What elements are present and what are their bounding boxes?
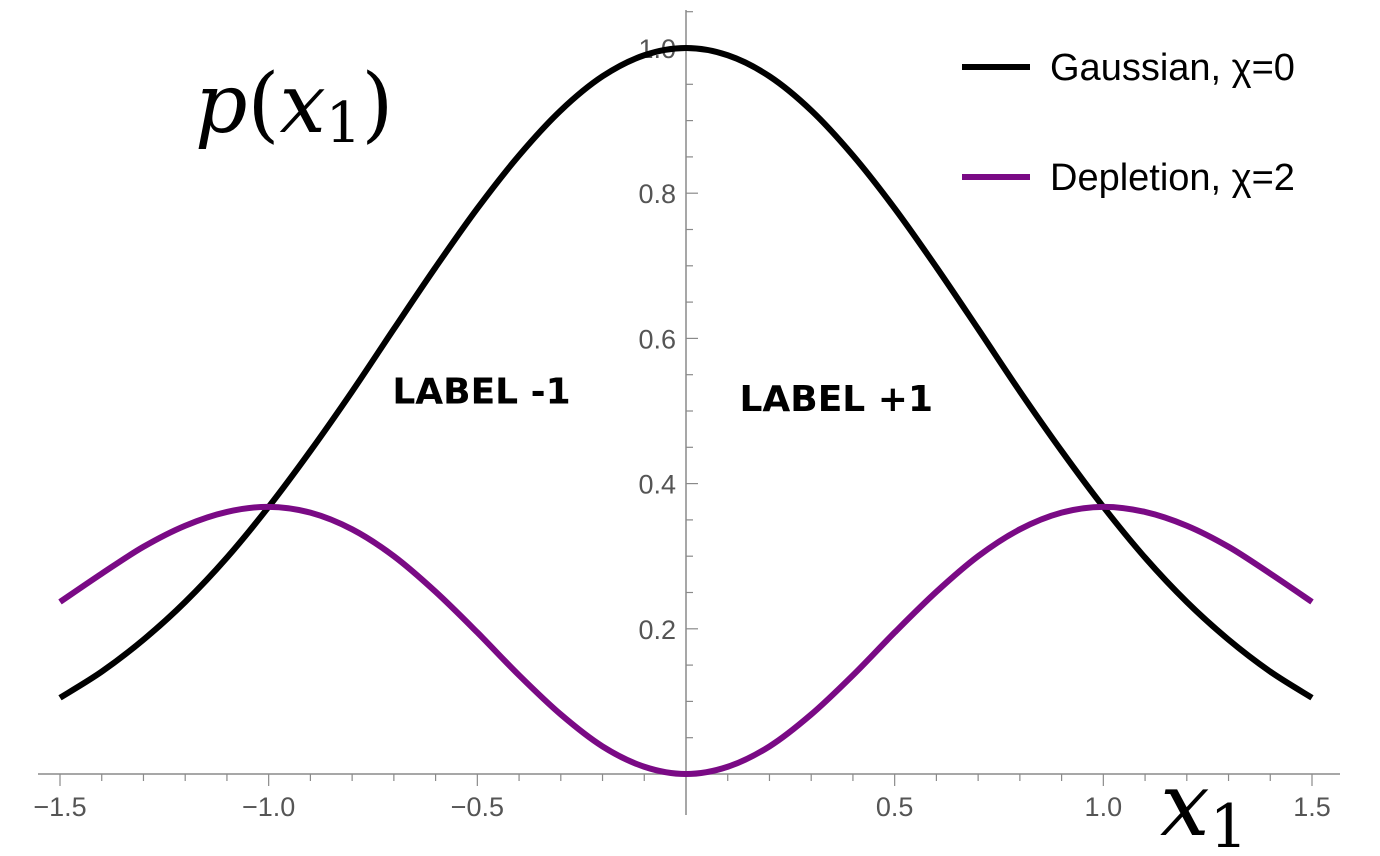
label-minus-1: LABEL -1 xyxy=(392,372,570,413)
y-tick-label: 0.2 xyxy=(638,615,676,645)
legend: Gaussian, χ=0 Depletion, χ=2 xyxy=(962,47,1295,199)
x-axis-title: x1 xyxy=(1160,753,1248,856)
x-tick-label: 0.5 xyxy=(876,792,914,822)
y-axis-title: p(x1) xyxy=(195,57,393,156)
y-major-ticks: 0.20.40.60.81.0 xyxy=(638,34,676,645)
x-axis-title-base: x xyxy=(1160,753,1210,856)
y-tick-label: 0.4 xyxy=(638,470,676,500)
y-axis-title-rparen: ) xyxy=(361,57,393,152)
y-minor-ticks xyxy=(686,11,698,739)
x-major-ticks: −1.5 −1.0 −0.5 0.5 1.0 1.5 xyxy=(33,792,1330,822)
x-tick-label: −1.0 xyxy=(242,792,295,822)
x-minor-ticks xyxy=(59,774,1313,786)
x-tick-label: −1.5 xyxy=(33,792,86,822)
series-depletion-line xyxy=(58,503,1314,777)
x-tick-label: 1.0 xyxy=(1085,792,1123,822)
annotation-layer: LABEL -1 LABEL +1 xyxy=(392,372,933,420)
legend-label: Gaussian, χ=0 xyxy=(1050,47,1295,89)
x-tick-label: −0.5 xyxy=(451,792,504,822)
x-axis-title-sub: 1 xyxy=(1210,792,1248,856)
series-layer xyxy=(58,45,1314,777)
y-tick-label: 0.8 xyxy=(638,179,676,209)
legend-label: Depletion, χ=2 xyxy=(1050,157,1295,199)
y-axis-title-func: p xyxy=(195,57,248,152)
label-plus-1: LABEL +1 xyxy=(739,379,933,420)
y-axis-title-lparen: ( xyxy=(248,57,280,152)
axes: −1.5 −1.0 −0.5 0.5 1.0 1.5 0.2 0.4 0.6 0.8 1.0 xyxy=(33,10,1340,822)
y-tick-label: 0.6 xyxy=(638,324,676,354)
y-axis-title-base: x xyxy=(280,57,326,152)
y-axis-title-sub: 1 xyxy=(326,91,362,156)
x-tick-label: 1.5 xyxy=(1293,792,1331,822)
